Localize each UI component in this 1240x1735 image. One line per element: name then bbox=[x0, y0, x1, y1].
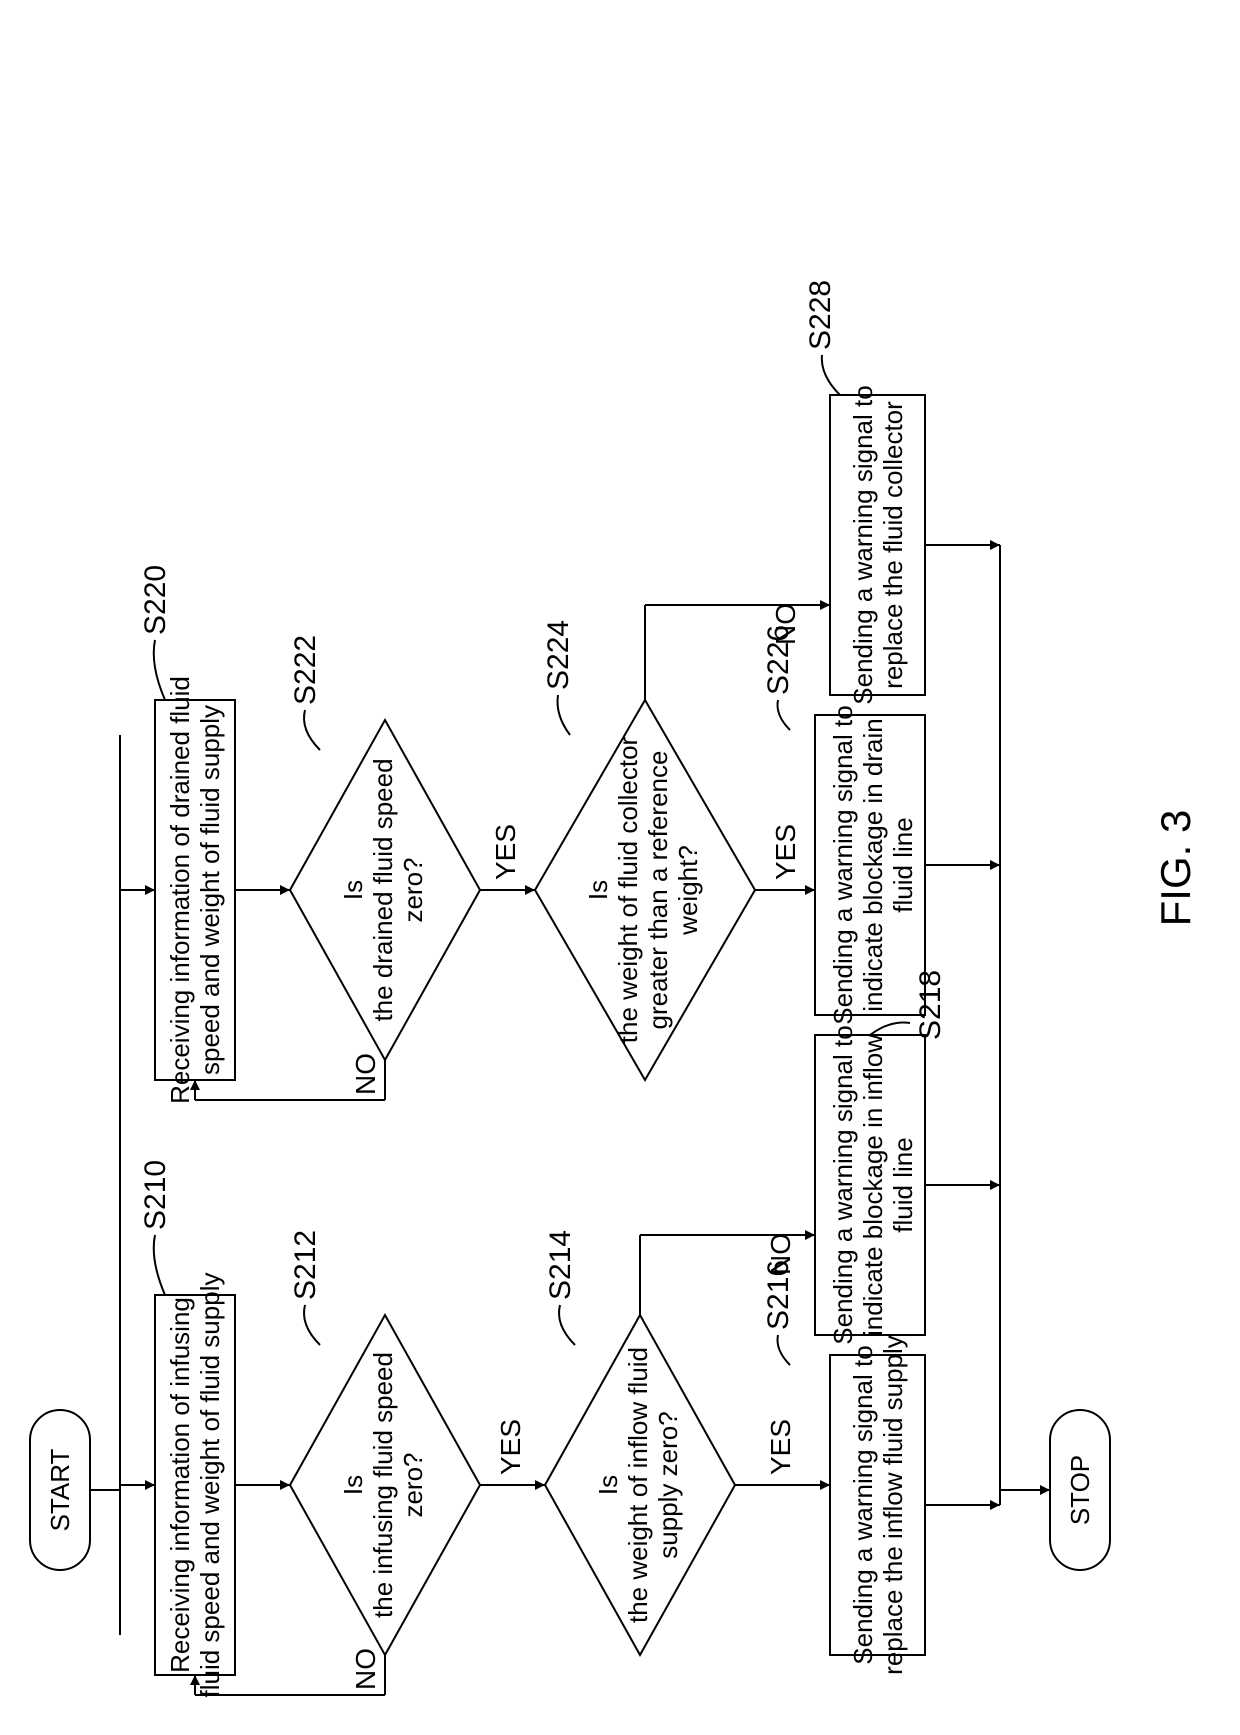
node-s222: Is the drained fluid speed zero? bbox=[290, 720, 480, 1060]
step-s226: S226 bbox=[762, 625, 795, 695]
node-s216: Sending a warning signal to replace the … bbox=[830, 1335, 925, 1675]
node-s214: Is the weight of inflow fluid supply zer… bbox=[545, 1315, 735, 1655]
step-s210: S210 bbox=[139, 1160, 172, 1230]
node-s228: Sending a warning signal to replace the … bbox=[830, 385, 925, 704]
node-s226: Sending a warning signal to indicate blo… bbox=[815, 705, 925, 1024]
edge-s222-no: NO bbox=[350, 1053, 381, 1095]
svg-text:greater than a reference: greater than a reference bbox=[643, 751, 673, 1030]
svg-text:replace the inflow fluid suppl: replace the inflow fluid supply bbox=[878, 1335, 908, 1675]
node-s224: Is the weight of fluid collector greater… bbox=[535, 700, 755, 1080]
step-s228: S228 bbox=[804, 280, 837, 350]
step-s224: S224 bbox=[542, 620, 575, 690]
node-s220: Receiving information of drained fluid s… bbox=[155, 676, 235, 1104]
svg-text:zero?: zero? bbox=[398, 857, 428, 922]
svg-text:Is: Is bbox=[338, 1475, 368, 1495]
svg-text:zero?: zero? bbox=[398, 1452, 428, 1517]
node-s210: Receiving information of infusing fluid … bbox=[155, 1273, 235, 1698]
svg-text:weight?: weight? bbox=[673, 845, 703, 936]
svg-text:speed and weight of fluid supp: speed and weight of fluid supply bbox=[195, 705, 225, 1075]
svg-text:Is: Is bbox=[338, 880, 368, 900]
node-start: START bbox=[30, 1410, 90, 1570]
edge-s222-yes: YES bbox=[490, 824, 521, 880]
svg-text:replace the fluid collector: replace the fluid collector bbox=[878, 401, 908, 689]
svg-text:fluid line: fluid line bbox=[888, 1137, 918, 1232]
svg-text:Is: Is bbox=[593, 1475, 623, 1495]
svg-text:Sending a warning signal to: Sending a warning signal to bbox=[828, 705, 858, 1024]
svg-text:the weight of fluid collector: the weight of fluid collector bbox=[613, 736, 643, 1043]
node-s218: Sending a warning signal to indicate blo… bbox=[815, 1025, 925, 1344]
svg-text:Sending a warning signal to: Sending a warning signal to bbox=[828, 1025, 858, 1344]
step-s214: S214 bbox=[544, 1230, 577, 1300]
step-s222: S222 bbox=[289, 635, 322, 705]
flowchart-svg: START Receiving information of infusing … bbox=[0, 0, 1240, 1735]
svg-text:Is: Is bbox=[583, 880, 613, 900]
start-label: START bbox=[45, 1448, 75, 1531]
node-stop: STOP bbox=[1050, 1410, 1110, 1570]
figure-label: FIG. 3 bbox=[1152, 810, 1199, 927]
node-s212: Is the infusing fluid speed zero? bbox=[290, 1315, 480, 1655]
svg-text:supply zero?: supply zero? bbox=[653, 1411, 683, 1558]
edge-s214-yes: YES bbox=[765, 1419, 796, 1475]
svg-text:Receiving information of drain: Receiving information of drained fluid bbox=[165, 676, 195, 1104]
svg-text:the infusing fluid speed: the infusing fluid speed bbox=[368, 1352, 398, 1618]
step-s218: S218 bbox=[914, 970, 947, 1040]
step-s212: S212 bbox=[289, 1230, 322, 1300]
svg-text:indicate blockage in drain: indicate blockage in drain bbox=[858, 718, 888, 1011]
svg-text:Sending a warning signal to: Sending a warning signal to bbox=[848, 385, 878, 704]
edge-s212-yes: YES bbox=[495, 1419, 526, 1475]
edge-s212-no: NO bbox=[350, 1648, 381, 1690]
svg-text:Receiving information of infus: Receiving information of infusing bbox=[165, 1297, 195, 1673]
stop-label: STOP bbox=[1065, 1455, 1095, 1525]
svg-text:the weight of inflow fluid: the weight of inflow fluid bbox=[623, 1347, 653, 1623]
svg-text:indicate blockage in inflow: indicate blockage in inflow bbox=[858, 1034, 888, 1336]
step-s220: S220 bbox=[139, 565, 172, 635]
svg-text:the drained fluid speed: the drained fluid speed bbox=[368, 758, 398, 1021]
svg-text:fluid line: fluid line bbox=[888, 817, 918, 912]
step-s216: S216 bbox=[762, 1260, 795, 1330]
svg-text:fluid speed and weight of flui: fluid speed and weight of fluid supply bbox=[195, 1273, 225, 1698]
svg-text:Sending a warning signal to: Sending a warning signal to bbox=[848, 1345, 878, 1664]
edge-s224-yes: YES bbox=[770, 824, 801, 880]
